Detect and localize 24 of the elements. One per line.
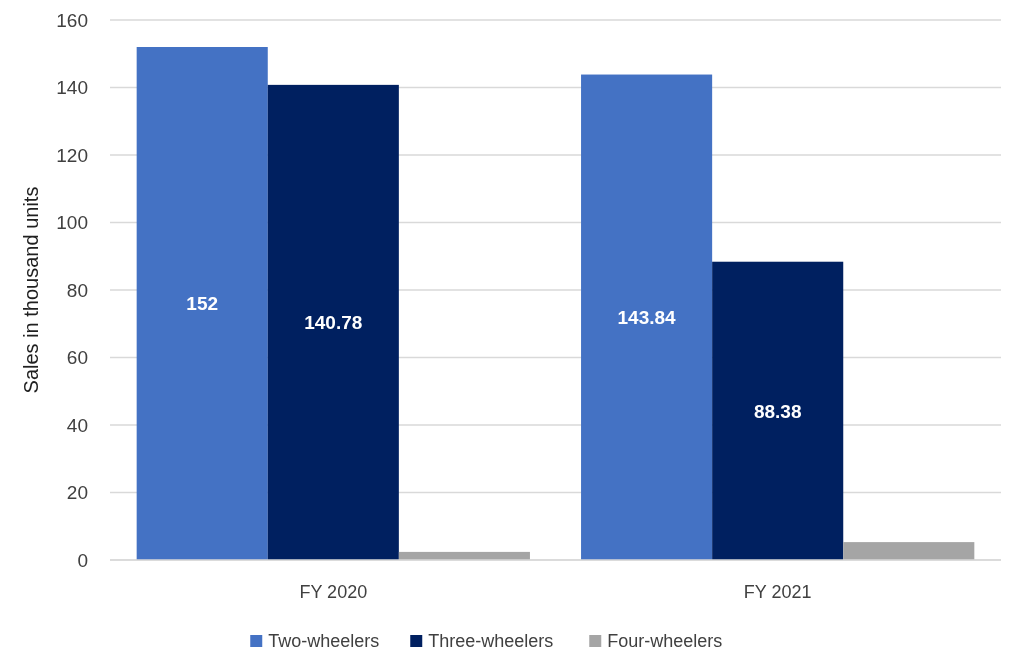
bar: [136, 47, 268, 560]
y-tick-label: 0: [77, 549, 88, 571]
data-label: 143.84: [617, 306, 677, 328]
legend-label: Two-wheelers: [268, 631, 380, 652]
y-tick-label: 80: [66, 279, 88, 301]
y-axis-title: Sales in thousand units: [20, 186, 42, 394]
x-tick-label: FY 2021: [743, 582, 812, 602]
y-tick-label: 120: [56, 144, 88, 166]
data-label: 152: [186, 293, 219, 315]
y-tick-label: 160: [56, 9, 88, 31]
x-tick-label: FY 2020: [299, 582, 368, 602]
y-tick-label: 40: [66, 414, 88, 436]
bar: [712, 261, 844, 560]
data-label: 88.38: [753, 400, 802, 422]
y-tick-label: 100: [56, 212, 88, 234]
bar: [843, 542, 975, 560]
data-label: 140.78: [304, 312, 363, 334]
bar: [581, 74, 713, 560]
bar: [267, 84, 399, 560]
legend-label: Four-wheelers: [607, 631, 723, 652]
y-tick-label: 60: [66, 347, 88, 369]
y-tick-label: 140: [56, 77, 88, 99]
y-tick-label: 20: [66, 482, 88, 504]
legend-label: Three-wheelers: [428, 631, 554, 652]
